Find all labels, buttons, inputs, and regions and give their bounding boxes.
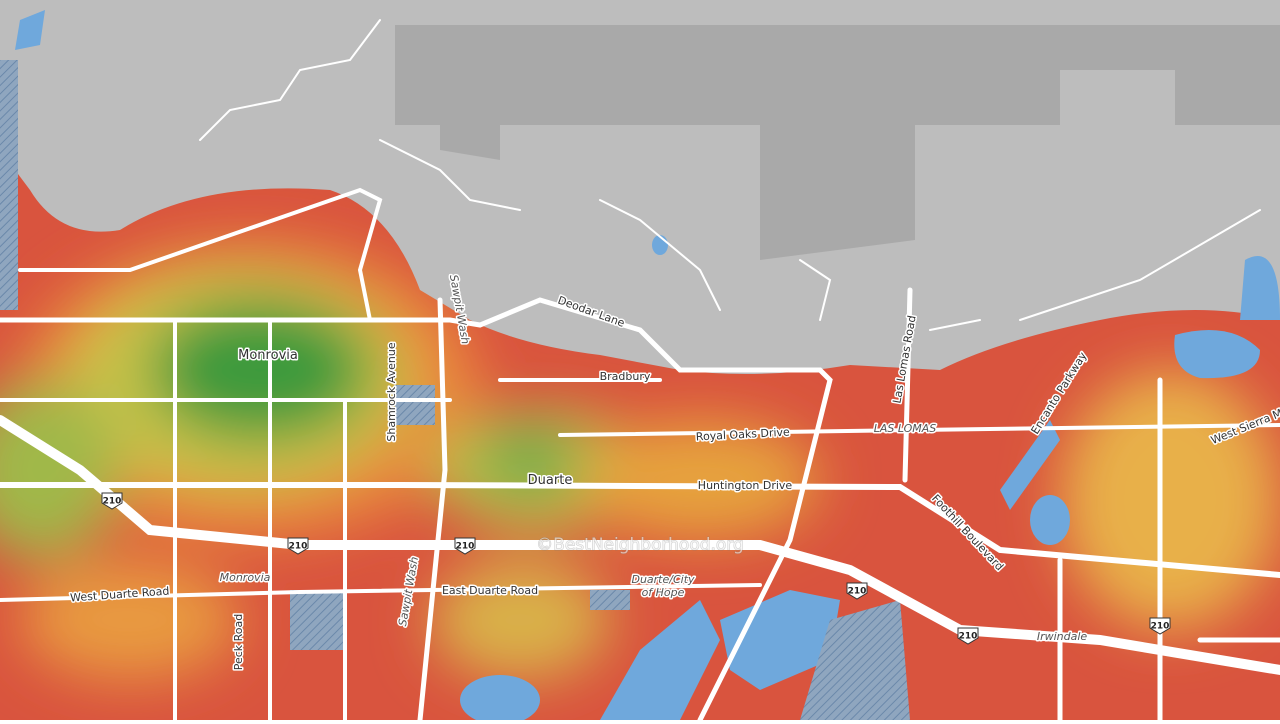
city-label: Duarte — [528, 473, 573, 488]
street-label: Shamrock Avenue — [385, 342, 398, 441]
shield-label: 210 — [289, 542, 308, 552]
place-label: Bradbury — [600, 370, 651, 383]
street-label: East Duarte Road — [442, 584, 538, 597]
place-label: Monrovia — [220, 571, 271, 584]
water — [15, 10, 1280, 724]
shield-label: 210 — [456, 542, 475, 552]
place-label: LAS LOMAS — [874, 422, 937, 435]
shield-label: 210 — [848, 587, 867, 597]
shield-label: 210 — [959, 632, 978, 642]
street-label: Huntington Drive — [698, 479, 793, 492]
city-label: Monrovia — [238, 348, 298, 363]
place-label: Duarte/City — [631, 573, 695, 586]
heat-layer — [0, 240, 1280, 680]
place-label: of Hope — [642, 586, 685, 599]
roads — [0, 19, 1280, 723]
shield-label: 210 — [103, 497, 122, 507]
shield-label: 210 — [1151, 622, 1170, 632]
highway-shields: 210 210 210 210 210 210 — [101, 492, 1171, 645]
watermark: ©BestNeighborhood.org — [536, 535, 744, 555]
parks — [0, 60, 910, 720]
forest-land — [395, 25, 1280, 260]
street-label: Peck Road — [232, 614, 245, 671]
place-label: Irwindale — [1037, 630, 1088, 643]
